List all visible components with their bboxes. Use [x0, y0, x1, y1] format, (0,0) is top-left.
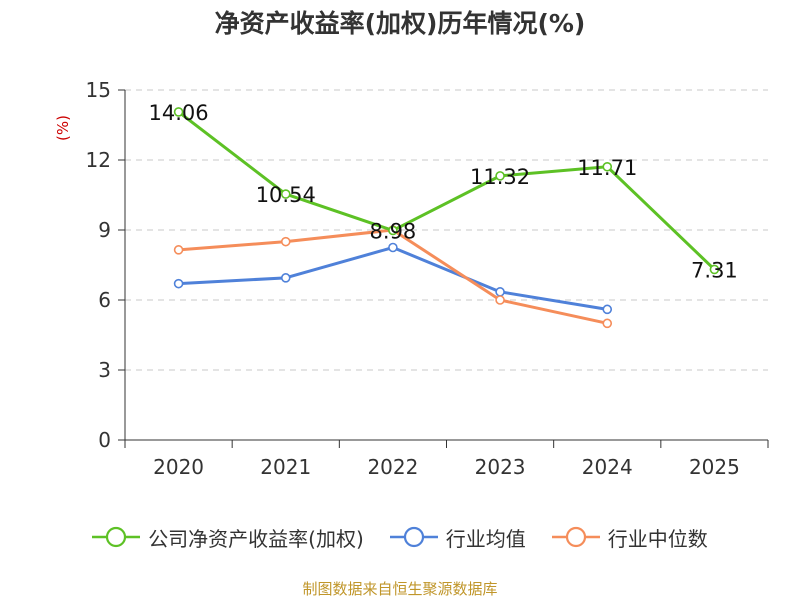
x-tick-label: 2020	[153, 455, 204, 479]
x-tick-label: 2021	[260, 455, 311, 479]
data-point	[495, 171, 505, 181]
series-line	[177, 110, 716, 271]
x-tick-label: 2024	[582, 455, 633, 479]
legend-item[interactable]: 行业中位数	[551, 523, 708, 552]
chart-title: 净资产收益率(加权)历年情况(%)	[214, 9, 586, 38]
y-axis-label: (%)	[54, 115, 72, 141]
y-tick-label: 15	[86, 78, 111, 102]
legend-swatch-icon	[92, 526, 141, 548]
y-tick-label: 0	[98, 428, 111, 452]
y-tick-label: 6	[98, 288, 111, 312]
data-point	[388, 242, 398, 253]
y-tick-label: 9	[98, 218, 111, 242]
data-point	[495, 295, 505, 305]
data-label: 11.71	[577, 156, 637, 180]
data-label: 8.98	[370, 219, 417, 243]
data-point	[280, 189, 291, 199]
data-point	[495, 287, 505, 297]
legend-swatch-icon	[551, 526, 600, 548]
legend-item[interactable]: 公司净资产收益率(加权)	[92, 523, 364, 552]
data-point	[602, 161, 613, 172]
legend-label: 行业均值	[445, 526, 526, 551]
data-point	[280, 236, 291, 247]
legend: 公司净资产收益率(加权) 行业均值 行业中位数	[0, 520, 800, 554]
x-tick-label: 2022	[367, 455, 418, 479]
data-point	[173, 107, 184, 117]
legend-swatch-icon	[389, 526, 438, 548]
source-note: 制图数据来自恒生聚源数据库	[302, 580, 498, 598]
y-tick-label: 12	[86, 148, 111, 172]
data-point	[388, 225, 398, 236]
x-tick-label: 2023	[475, 455, 526, 479]
data-point	[709, 264, 720, 275]
data-point	[280, 273, 291, 283]
x-tick-label: 2025	[689, 455, 740, 479]
legend-label: 行业中位数	[607, 526, 708, 551]
data-point	[602, 304, 613, 315]
data-point	[173, 278, 184, 289]
data-label: 10.54	[256, 183, 316, 207]
data-label: 7.31	[691, 258, 738, 282]
data-point	[602, 318, 613, 329]
data-point	[173, 245, 184, 255]
data-label: 11.32	[470, 165, 530, 189]
legend-item[interactable]: 行业均值	[389, 523, 526, 552]
y-tick-label: 3	[98, 358, 111, 382]
legend-label: 公司净资产收益率(加权)	[148, 526, 364, 551]
data-label: 14.06	[149, 101, 209, 125]
